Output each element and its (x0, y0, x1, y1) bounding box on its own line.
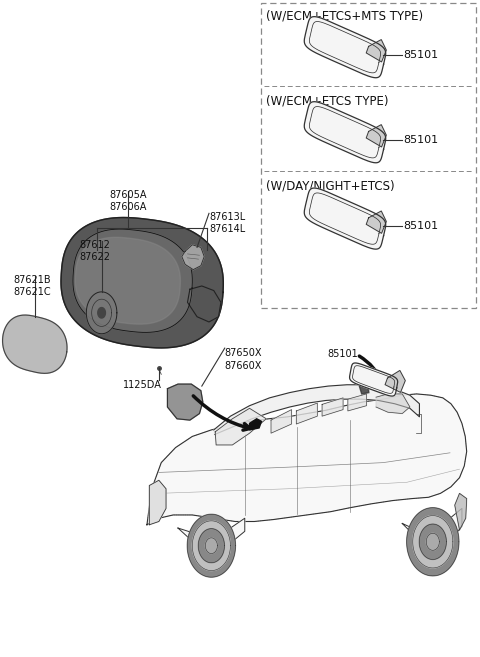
Text: 85101: 85101 (327, 350, 358, 359)
Polygon shape (192, 521, 230, 570)
Polygon shape (402, 509, 462, 545)
Polygon shape (296, 403, 317, 424)
Text: (W/ECM+ETCS+MTS TYPE): (W/ECM+ETCS+MTS TYPE) (266, 9, 423, 22)
Text: 87621B
87621C: 87621B 87621C (13, 275, 51, 297)
Polygon shape (168, 384, 203, 420)
Text: 87612
87622: 87612 87622 (79, 240, 110, 262)
Text: (W/ECM+ETCS TYPE): (W/ECM+ETCS TYPE) (266, 95, 389, 107)
Polygon shape (215, 408, 266, 445)
Polygon shape (376, 394, 410, 413)
Polygon shape (385, 371, 405, 392)
Polygon shape (214, 385, 420, 434)
Polygon shape (86, 292, 117, 334)
Polygon shape (149, 480, 166, 525)
Text: 85101: 85101 (403, 135, 438, 145)
Text: 87605A
87606A: 87605A 87606A (109, 190, 146, 212)
Text: 85101: 85101 (403, 221, 438, 231)
Polygon shape (455, 493, 467, 530)
Polygon shape (205, 538, 217, 554)
Polygon shape (366, 39, 386, 62)
Polygon shape (182, 245, 204, 269)
Polygon shape (73, 229, 192, 332)
Text: 85101: 85101 (403, 50, 438, 60)
Polygon shape (348, 394, 366, 411)
Text: 87613L
87614L: 87613L 87614L (209, 212, 245, 235)
Polygon shape (178, 518, 245, 548)
Polygon shape (366, 211, 386, 233)
Text: 1125DA: 1125DA (123, 380, 162, 390)
Polygon shape (2, 315, 67, 373)
Polygon shape (61, 217, 223, 348)
Polygon shape (419, 524, 446, 560)
Polygon shape (360, 385, 369, 394)
Polygon shape (75, 237, 180, 324)
Polygon shape (198, 529, 224, 562)
Polygon shape (147, 394, 467, 525)
Polygon shape (426, 533, 439, 551)
Polygon shape (413, 516, 453, 568)
Polygon shape (271, 409, 291, 433)
Polygon shape (366, 125, 386, 147)
Polygon shape (407, 508, 459, 576)
Text: 87650X
87660X: 87650X 87660X (225, 348, 262, 371)
Polygon shape (188, 286, 221, 322)
Polygon shape (322, 398, 343, 416)
Text: (W/DAY/NIGHT+ETCS): (W/DAY/NIGHT+ETCS) (266, 179, 395, 193)
Polygon shape (304, 16, 386, 78)
Polygon shape (349, 363, 397, 396)
Polygon shape (304, 188, 386, 249)
Polygon shape (187, 514, 235, 577)
Polygon shape (98, 307, 106, 318)
Polygon shape (304, 102, 386, 163)
Bar (262, 3, 476, 307)
Polygon shape (250, 419, 262, 430)
